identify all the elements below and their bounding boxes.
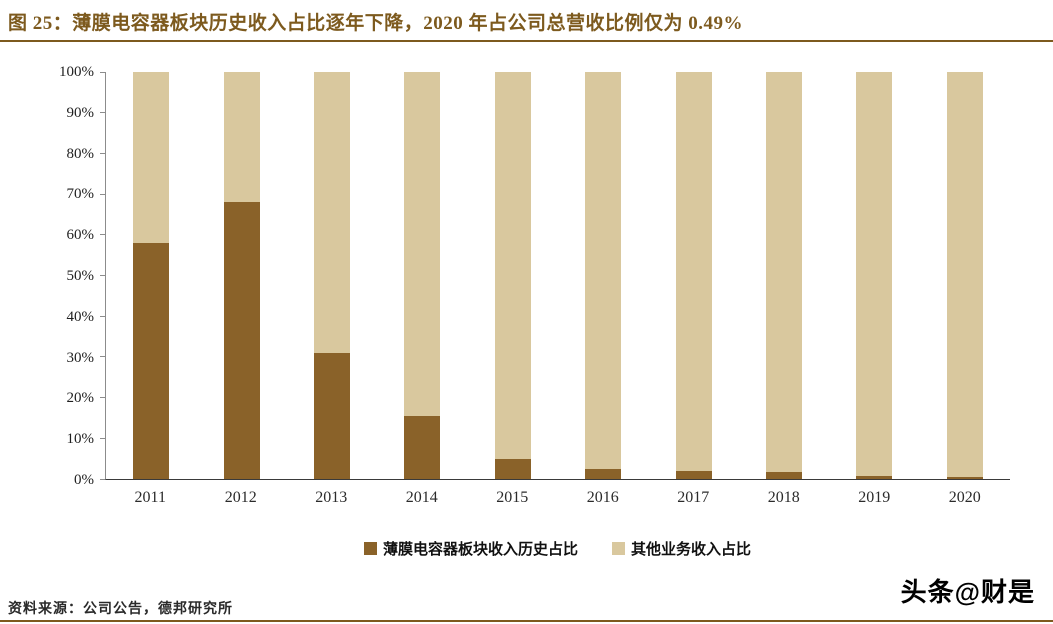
- bar-2017: [675, 72, 712, 479]
- bar-2020: [946, 72, 983, 479]
- x-axis-label: 2014: [405, 489, 438, 506]
- x-axis-label: 2013: [315, 489, 348, 506]
- y-axis-tick-label: 100%: [59, 64, 94, 80]
- x-axis-label: 2012: [224, 489, 257, 506]
- y-axis-tick-label: 60%: [66, 227, 95, 244]
- y-axis-tick-label: 20%: [66, 390, 95, 407]
- bar-segment-series-0: [675, 470, 712, 479]
- bar-segment-series-0: [223, 202, 260, 479]
- bar-2019: [856, 72, 893, 479]
- x-axis-label: 2020: [948, 489, 981, 506]
- bar-segment-series-0: [856, 476, 893, 479]
- y-axis-tick-mark: [100, 315, 105, 317]
- legend-item-1: 其他业务收入占比: [612, 538, 751, 559]
- bar-segment-series-1: [314, 72, 350, 353]
- x-axis-label: 2015: [496, 489, 529, 506]
- bar-segment-series-0: [946, 477, 983, 479]
- y-axis-tick-label: 0%: [74, 472, 94, 488]
- x-axis-label: 2011: [134, 489, 166, 506]
- y-axis-tick-mark: [100, 437, 105, 439]
- y-axis-tick-mark: [100, 234, 105, 236]
- y-axis-tick-label: 70%: [66, 186, 95, 203]
- bar-segment-series-0: [585, 468, 622, 479]
- bar-segment-series-1: [404, 72, 441, 416]
- source-note: 资料来源：公司公告，德邦研究所: [8, 602, 233, 617]
- y-axis-tick-mark: [100, 397, 105, 399]
- chart-legend: 薄膜电容器板块收入历史占比 其他业务收入占比: [105, 536, 1010, 560]
- bar-segment-series-1: [494, 72, 531, 459]
- bar-segment-series-1: [133, 72, 170, 243]
- bar-segment-series-1: [946, 72, 983, 478]
- watermark: 头条@财是: [900, 577, 1035, 607]
- y-axis-tick-label: 50%: [66, 268, 95, 284]
- y-axis-tick-label: 30%: [66, 349, 95, 366]
- y-axis-tick-mark: [100, 275, 105, 276]
- y-axis-tick-label: 10%: [66, 431, 95, 448]
- y-axis-tick-label: 80%: [66, 145, 95, 162]
- bar-2016: [585, 72, 622, 479]
- y-axis-tick-label: 40%: [66, 308, 95, 325]
- x-axis: 2011 2012 2013 2014 2015 2016 2017 2018 2019 2020: [105, 489, 1010, 513]
- figure-title: 图 25：薄膜电容器板块历史收入占比逐年下降，2020 年占公司总营收比例仅为 …: [8, 13, 744, 34]
- legend-label: 其他业务收入占比: [631, 541, 752, 558]
- bar-segment-series-0: [404, 415, 441, 479]
- bar-segment-series-0: [133, 242, 170, 479]
- x-axis-label: 2018: [767, 489, 800, 506]
- bar-segment-series-1: [585, 72, 622, 469]
- y-axis-tick-mark: [100, 356, 105, 358]
- bar-segment-series-0: [494, 458, 531, 479]
- y-axis-tick-mark: [100, 193, 105, 195]
- y-axis-tick-label: 90%: [66, 104, 95, 121]
- bar-segment-series-1: [766, 72, 802, 472]
- bar-2012: [223, 72, 260, 479]
- title-divider: [0, 40, 1053, 42]
- bar-2011: [133, 72, 170, 479]
- y-axis-tick-mark: [100, 112, 105, 114]
- bottom-divider: [0, 620, 1053, 622]
- bar-2014: [404, 72, 441, 479]
- bar-segment-series-1: [675, 72, 712, 471]
- x-axis-label: 2019: [858, 489, 891, 506]
- x-axis-label: 2017: [677, 489, 710, 506]
- bar-2013: [314, 72, 350, 479]
- bar-2018: [766, 72, 802, 479]
- y-axis-tick-mark: [100, 152, 105, 154]
- bar-segment-series-0: [314, 352, 350, 479]
- legend-item-0: 薄膜电容器板块收入历史占比: [363, 538, 578, 559]
- y-axis: 100% 90% 80% 70% 60% 50% 40% 30% 20% 10% 0%: [0, 64, 100, 488]
- bar-segment-series-1: [856, 72, 893, 477]
- legend-label: 薄膜电容器板块收入历史占比: [382, 541, 578, 558]
- y-axis-tick-mark: [100, 478, 105, 480]
- legend-swatch: [612, 541, 625, 555]
- bar-segment-series-0: [766, 471, 802, 479]
- y-axis-tick-mark: [100, 71, 105, 73]
- legend-swatch: [363, 541, 377, 555]
- x-axis-label: 2016: [586, 489, 619, 506]
- bar-segment-series-1: [223, 72, 260, 203]
- bar-2015: [494, 72, 531, 479]
- stacked-bar-plot: [100, 71, 1010, 480]
